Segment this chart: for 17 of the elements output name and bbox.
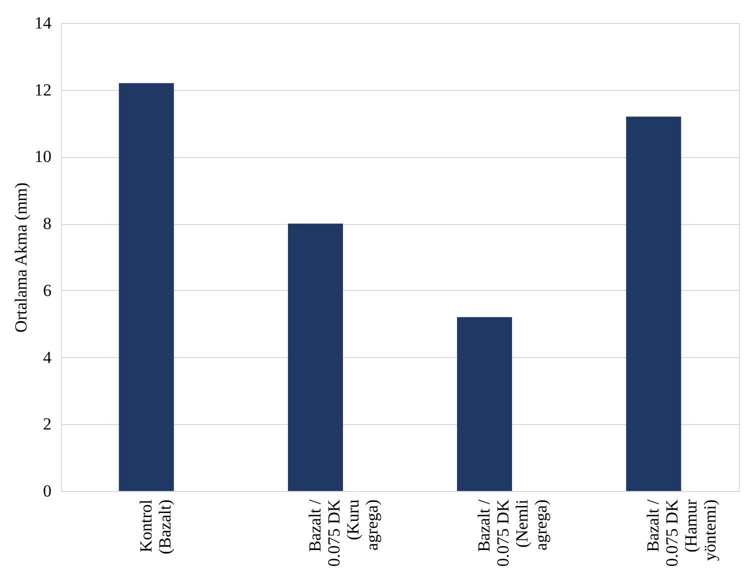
y-tick-label: 12: [34, 80, 52, 100]
bar: [457, 317, 512, 491]
x-tick-label: Bazalt / 0.075 DK (Kuru agrega): [305, 498, 382, 567]
y-tick-label: 14: [34, 14, 52, 32]
y-tick-label: 10: [34, 147, 52, 166]
bar: [288, 224, 343, 491]
y-tick-label: 4: [43, 348, 52, 367]
y-tick-label: 8: [43, 214, 52, 234]
bar: [626, 116, 682, 491]
y-axis-title: Ortalama Akma (mm): [12, 182, 30, 333]
bar: [118, 83, 174, 491]
x-tick-label: Bazalt / 0.075 DK (Hamur yöntemi): [644, 498, 720, 567]
y-tick-label: 2: [43, 414, 52, 434]
y-tick-label: 6: [43, 280, 52, 300]
y-tick-label: 0: [43, 482, 52, 500]
x-tick-label: Kontrol (Bazalt): [136, 499, 174, 554]
x-tick-label: Bazalt / 0.075 DK (Nemli agrega): [474, 498, 551, 567]
